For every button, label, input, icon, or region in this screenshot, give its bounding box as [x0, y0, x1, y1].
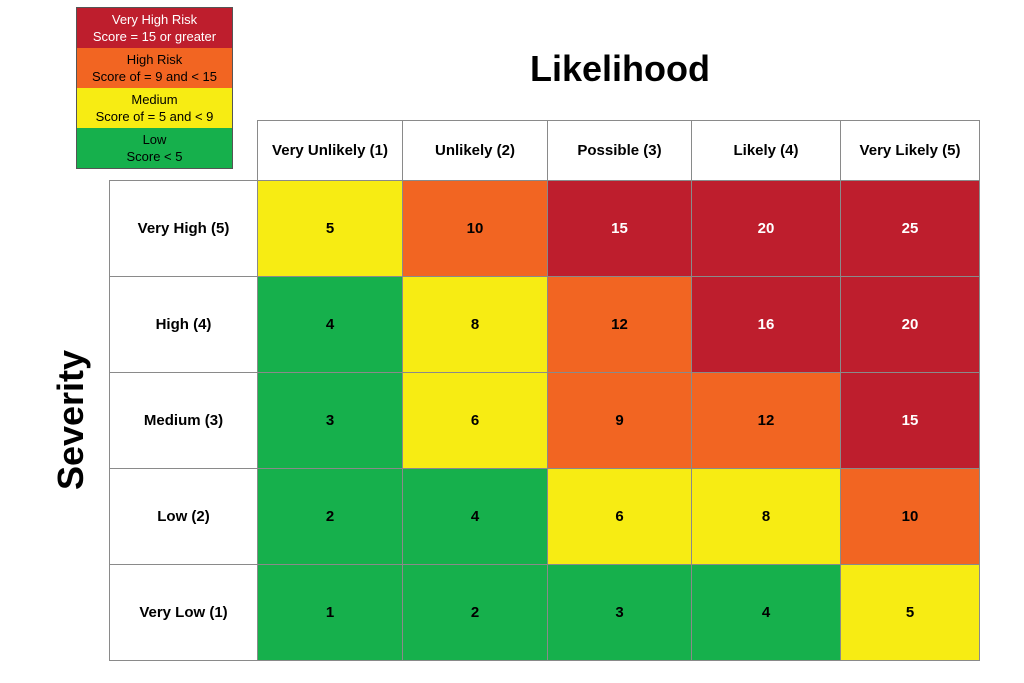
legend-label: Low [142, 132, 167, 147]
risk-matrix: Very Unlikely (1) Unlikely (2) Possible … [109, 120, 980, 661]
severity-row-very-low: Very Low (1) 1 2 3 4 5 [109, 564, 980, 661]
legend-criteria: Score of = 5 and < 9 [95, 109, 214, 124]
severity-row-very-high: Very High (5) 5 10 15 20 25 [109, 180, 980, 277]
risk-score-cell: 10 [402, 180, 548, 277]
severity-row-high: High (4) 4 8 12 16 20 [109, 276, 980, 373]
risk-score-cell: 5 [840, 564, 980, 661]
legend-criteria: Score = 15 or greater [92, 29, 217, 44]
severity-header-very-high: Very High (5) [109, 180, 258, 277]
risk-score-cell: 12 [691, 372, 841, 469]
risk-score-cell: 3 [257, 372, 403, 469]
risk-score-cell: 5 [257, 180, 403, 277]
likelihood-header-very-unlikely: Very Unlikely (1) [257, 120, 403, 181]
risk-score-cell: 10 [840, 468, 980, 565]
risk-score-cell: 15 [547, 180, 692, 277]
severity-axis-title: Severity [50, 349, 91, 491]
legend-very-high-risk: Very High Risk Score = 15 or greater [77, 8, 232, 48]
likelihood-axis-title: Likelihood [530, 48, 710, 89]
risk-score-cell: 4 [691, 564, 841, 661]
risk-score-cell: 8 [402, 276, 548, 373]
legend-label: Medium [131, 92, 178, 107]
risk-legend: Very High Risk Score = 15 or greater Hig… [76, 7, 233, 169]
legend-medium-risk: Medium Score of = 5 and < 9 [77, 88, 232, 128]
severity-header-high: High (4) [109, 276, 258, 373]
legend-criteria: Score < 5 [126, 149, 183, 164]
risk-score-cell: 12 [547, 276, 692, 373]
legend-label: Very High Risk [111, 12, 198, 27]
likelihood-header-unlikely: Unlikely (2) [402, 120, 548, 181]
likelihood-header-row: Very Unlikely (1) Unlikely (2) Possible … [110, 120, 980, 181]
risk-score-cell: 2 [257, 468, 403, 565]
risk-score-cell: 8 [691, 468, 841, 565]
severity-header-medium: Medium (3) [109, 372, 258, 469]
risk-score-cell: 4 [402, 468, 548, 565]
risk-score-cell: 15 [840, 372, 980, 469]
severity-row-medium: Medium (3) 3 6 9 12 15 [109, 372, 980, 469]
likelihood-header-possible: Possible (3) [547, 120, 692, 181]
risk-score-cell: 1 [257, 564, 403, 661]
risk-score-cell: 3 [547, 564, 692, 661]
risk-score-cell: 20 [840, 276, 980, 373]
risk-score-cell: 6 [402, 372, 548, 469]
corner-cell [110, 121, 258, 181]
likelihood-header-likely: Likely (4) [691, 120, 841, 181]
risk-score-cell: 2 [402, 564, 548, 661]
legend-low-risk: Low Score < 5 [77, 128, 232, 168]
severity-row-low: Low (2) 2 4 6 8 10 [109, 468, 980, 565]
risk-score-cell: 4 [257, 276, 403, 373]
severity-header-low: Low (2) [109, 468, 258, 565]
legend-criteria: Score of = 9 and < 15 [91, 69, 218, 84]
risk-score-cell: 6 [547, 468, 692, 565]
risk-score-cell: 25 [840, 180, 980, 277]
severity-header-very-low: Very Low (1) [109, 564, 258, 661]
likelihood-header-very-likely: Very Likely (5) [840, 120, 980, 181]
risk-score-cell: 9 [547, 372, 692, 469]
risk-score-cell: 16 [691, 276, 841, 373]
legend-high-risk: High Risk Score of = 9 and < 15 [77, 48, 232, 88]
risk-score-cell: 20 [691, 180, 841, 277]
legend-label: High Risk [126, 52, 183, 67]
